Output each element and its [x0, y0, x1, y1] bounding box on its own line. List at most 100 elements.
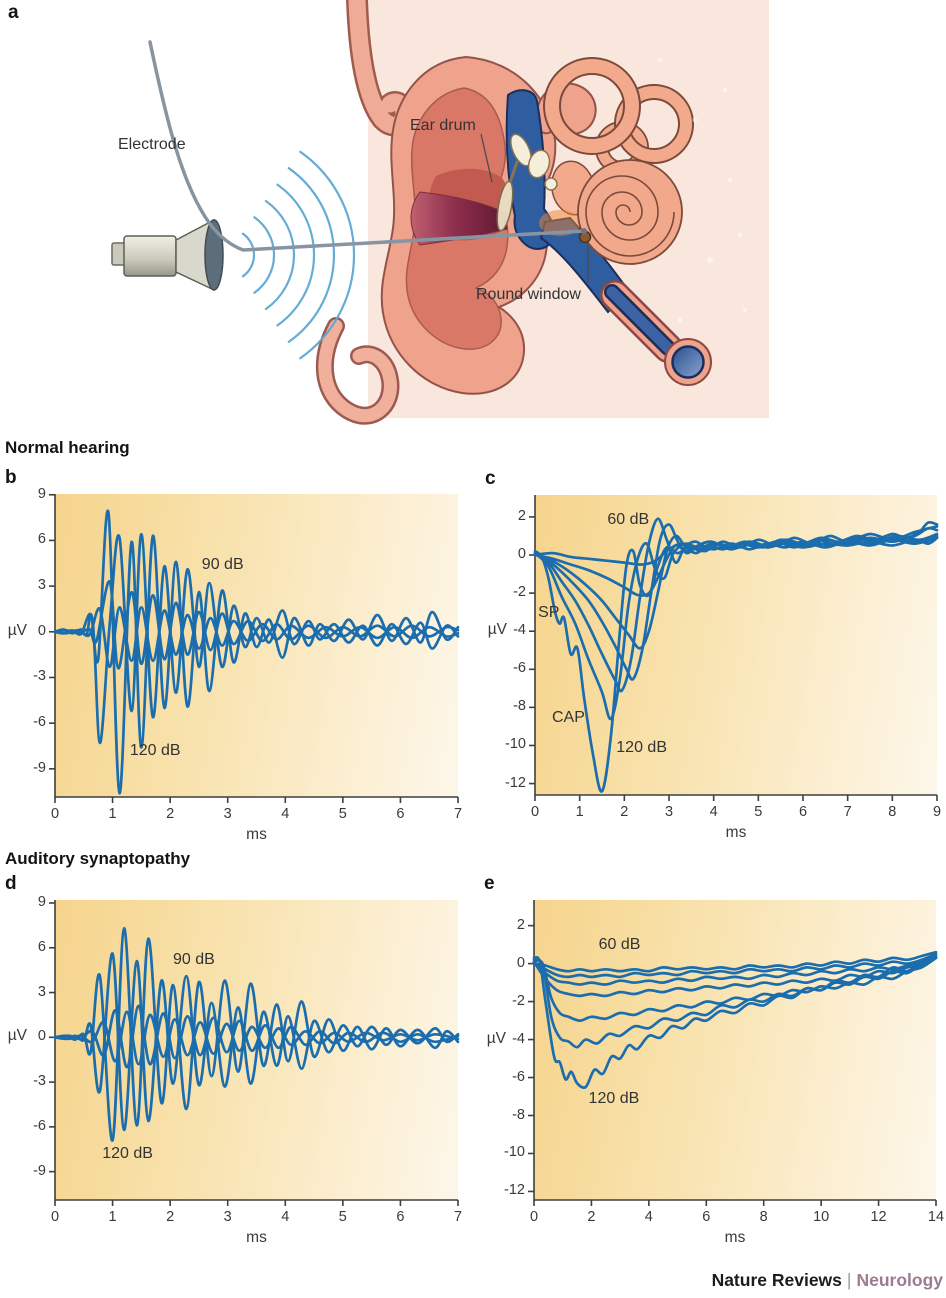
y-tick-label: -6	[512, 1068, 525, 1085]
y-tick-label: 2	[516, 916, 525, 933]
journal-subject: Neurology	[856, 1270, 943, 1290]
annotation-sp-c: SP	[538, 604, 560, 622]
journal-footer: Nature Reviews | Neurology	[712, 1270, 943, 1291]
x-axis-unit-d: ms	[246, 1229, 267, 1246]
waveform-trace-e-60-db	[532, 950, 938, 973]
electrode-wire	[148, 40, 587, 252]
y-tick-label: 0	[517, 546, 526, 562]
y-tick-label: 3	[37, 577, 46, 594]
y-tick-label: -12	[504, 1182, 525, 1199]
x-tick-label: 5	[754, 804, 763, 820]
y-axis-unit-b: µV	[7, 621, 27, 639]
y-tick-label: 6	[37, 531, 46, 548]
y-tick-label: -2	[513, 584, 526, 601]
ear-drum-leader-line	[480, 133, 493, 183]
cochlear-aqueduct	[539, 216, 712, 386]
x-tick-label: 10	[813, 1209, 830, 1225]
y-tick-label: -9	[33, 759, 46, 776]
x-tick-label: 2	[166, 806, 175, 822]
footer-separator: |	[846, 1270, 852, 1290]
x-tick-label: 3	[223, 806, 232, 822]
round-window-label: Round window	[476, 286, 581, 303]
x-tick-label: 8	[759, 1209, 768, 1225]
x-axis-unit-e: ms	[724, 1229, 746, 1246]
panel-letter-c: c	[485, 468, 496, 489]
blush-spot	[539, 210, 581, 236]
x-tick-label: 1	[575, 804, 584, 820]
annotation-120-db-d: 120 dB	[102, 1145, 153, 1163]
waveform-trace-c-80-db	[533, 534, 939, 650]
waveform-trace-e-70-db	[532, 952, 938, 979]
electrode-label: Electrode	[118, 136, 186, 153]
x-tick-label: 6	[396, 806, 405, 822]
waveform-trace-e-100-db	[532, 956, 938, 1022]
waveform-trace-d-90-db-polarity-1	[53, 1004, 460, 1069]
y-tick-label: -12	[505, 774, 526, 791]
annotation-60-db-c: 60 dB	[607, 510, 650, 528]
bone-speckles	[658, 58, 747, 323]
x-axis-unit-c: ms	[725, 824, 747, 841]
annotation-120-db-c: 120 dB	[616, 739, 667, 757]
x-tick-label: 0	[530, 804, 540, 820]
waveform-trace-b-120-db-polarity-2	[53, 532, 460, 745]
waveform-trace-d-90-db-polarity-2	[53, 1010, 460, 1066]
x-tick-label: 0	[529, 1209, 539, 1225]
x-tick-label: 0	[50, 806, 60, 822]
x-tick-label: 7	[453, 806, 463, 822]
y-tick-label: -9	[33, 1162, 46, 1179]
ossicles	[504, 133, 558, 196]
panel-letter-b: b	[5, 467, 17, 488]
waveform-trace-c-70-db	[533, 536, 939, 597]
cochlea	[577, 159, 683, 265]
waveform-trace-e-90-db	[532, 956, 938, 998]
journal-name: Nature Reviews	[711, 1270, 842, 1290]
y-tick-label: 9	[37, 893, 46, 910]
waveform-trace-b-90-db-polarity-2	[53, 606, 460, 669]
y-tick-label: -4	[512, 1030, 525, 1047]
x-tick-label: 12	[870, 1209, 887, 1225]
x-tick-label: 7	[843, 804, 852, 820]
y-axis-unit-c: µV	[487, 621, 507, 639]
y-tick-label: 6	[37, 938, 46, 955]
y-tick-label: -8	[512, 1106, 525, 1123]
y-tick-label: -10	[504, 1144, 525, 1161]
x-tick-label: 4	[644, 1209, 653, 1225]
ear-drum-label: Ear drum	[410, 117, 476, 134]
x-tick-label: 1	[108, 1209, 117, 1225]
y-tick-label: -4	[513, 622, 526, 639]
x-tick-label: 3	[664, 804, 674, 820]
x-tick-label: 4	[281, 806, 290, 822]
y-tick-label: -3	[33, 668, 46, 685]
sound-waves-icon	[241, 150, 356, 360]
annotation-90-db-b: 90 dB	[201, 556, 244, 574]
y-tick-label: 0	[37, 1028, 46, 1045]
waveform-trace-b-90-db-polarity-1	[53, 580, 460, 670]
x-tick-label: 6	[702, 1209, 711, 1225]
panel-letter-a: a	[8, 2, 19, 23]
speaker-icon	[111, 218, 224, 292]
heading-auditory-synaptopathy: Auditory synaptopathy	[5, 849, 191, 868]
annotation-90-db-d: 90 dB	[173, 951, 215, 969]
x-axis-unit-b: ms	[246, 826, 267, 843]
y-tick-label: -3	[33, 1073, 46, 1090]
waveform-trace-d-120-db-polarity-2	[53, 952, 460, 1132]
x-tick-label: 3	[223, 1209, 232, 1225]
y-tick-label: -2	[512, 992, 525, 1009]
y-tick-label: -6	[33, 1117, 46, 1134]
waveform-trace-c-120-db	[533, 520, 939, 793]
annotation-cap-c: CAP	[551, 708, 585, 726]
x-tick-label: 0	[50, 1209, 60, 1225]
x-tick-label: 14	[927, 1209, 945, 1225]
panel-letter-e: e	[484, 873, 495, 894]
waveform-trace-c-100-db	[533, 517, 939, 693]
waveform-trace-b-120-db-polarity-1	[53, 509, 460, 795]
y-tick-label: -6	[33, 714, 46, 731]
y-tick-label: 9	[37, 485, 46, 502]
y-tick-label: -8	[513, 698, 526, 715]
y-tick-label: 0	[516, 954, 525, 971]
y-tick-label: -10	[505, 736, 526, 753]
y-axis-unit-d: µV	[7, 1027, 27, 1045]
waveform-trace-c-110-db	[533, 526, 939, 721]
